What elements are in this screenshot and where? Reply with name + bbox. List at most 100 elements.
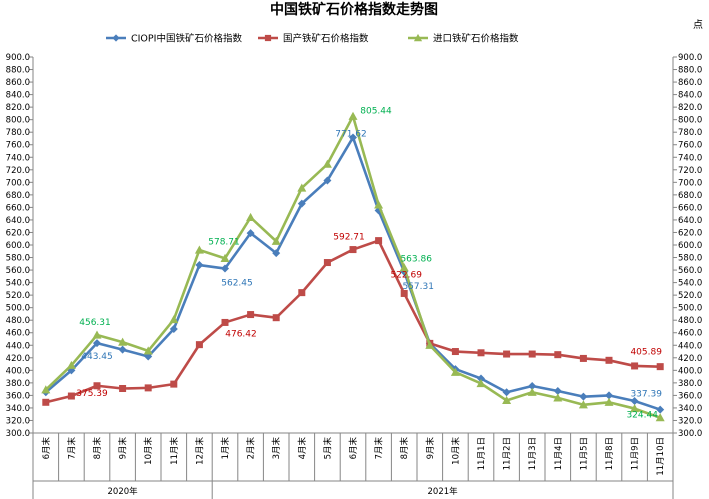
data-point (476, 378, 486, 388)
x-tick-label: 11月4日 (554, 437, 564, 470)
data-point (374, 200, 384, 209)
data-point (297, 183, 307, 192)
data-point (272, 249, 281, 258)
data-label: 522.69 (390, 270, 422, 280)
data-label: 324.44 (626, 411, 658, 421)
unit-label: 点 (693, 19, 703, 31)
data-point (477, 374, 485, 383)
y-tick-label-left: 480.0 (6, 316, 30, 326)
series-2 (42, 237, 664, 406)
data-point (271, 236, 281, 245)
x-tick-label: 12月末 (194, 437, 205, 465)
data-label: 771.62 (335, 129, 367, 139)
data-point (450, 367, 460, 376)
data-point (375, 237, 383, 245)
data-point (92, 330, 102, 339)
data-point (630, 404, 640, 413)
data-point (604, 397, 614, 406)
y-tick-label-right: 780.0 (678, 128, 702, 138)
y-tick-label-right: 820.0 (678, 103, 702, 113)
data-point (41, 385, 51, 394)
y-tick-label-right: 880.0 (678, 66, 702, 76)
x-tick-label: 7月末 (66, 437, 77, 460)
data-point (477, 349, 485, 357)
data-point (605, 356, 613, 364)
x-tick-label: 1月末 (220, 437, 231, 460)
data-point (66, 360, 76, 369)
x-tick-label: 4月末 (297, 437, 308, 460)
x-tick-label: 2月末 (246, 437, 257, 460)
y-tick-label-left: 340.0 (6, 404, 30, 414)
legend: CIOPI中国铁矿石价格指数 国产铁矿石价格指数 进口铁矿石价格指数 (106, 33, 519, 45)
data-point (119, 385, 127, 393)
data-point (323, 176, 332, 185)
data-label: 337.39 (630, 390, 662, 400)
data-point (67, 392, 75, 400)
x-tick-label: 11月1日 (477, 437, 487, 470)
legend-label: CIOPI中国铁矿石价格指数 (131, 33, 242, 45)
data-point (170, 380, 178, 388)
y-tick-label-left: 760.0 (6, 141, 30, 151)
data-point (220, 253, 230, 262)
data-point (297, 199, 306, 208)
data-point (630, 397, 639, 406)
y-tick-label-right: 560.0 (678, 266, 702, 276)
y-tick-label-left: 840.0 (6, 91, 30, 101)
y-tick-label-left: 560.0 (6, 266, 30, 276)
y-tick-label-right: 900.0 (678, 53, 702, 63)
y-tick-label-left: 720.0 (6, 166, 30, 176)
data-label: 456.31 (79, 318, 111, 328)
y-tick-label-right: 400.0 (678, 366, 702, 376)
series-line (45, 239, 661, 404)
y-tick-label-left: 380.0 (6, 379, 30, 389)
data-point (93, 339, 101, 348)
y-tick-label-left: 680.0 (6, 191, 30, 201)
y-tick-label-left: 400.0 (6, 366, 30, 376)
data-point (528, 382, 537, 390)
x-tick-label: 8月末 (92, 437, 103, 460)
data-point (194, 245, 204, 254)
y-tick-label-right: 540.0 (678, 279, 702, 289)
y-tick-label-left: 660.0 (6, 203, 30, 213)
x-tick-label: 5月末 (322, 437, 333, 460)
data-label: 563.86 (400, 255, 432, 265)
data-point (578, 400, 588, 409)
data-point (246, 229, 255, 238)
x-tick-label: 11月5日 (579, 437, 589, 470)
data-point (144, 384, 152, 392)
data-point (221, 264, 229, 273)
y-tick-label-left: 860.0 (6, 78, 30, 88)
y-tick-label-left: 520.0 (6, 291, 30, 301)
data-point (579, 354, 587, 362)
data-point (118, 345, 127, 354)
y-tick-label-left: 900.0 (6, 53, 30, 63)
y-tick-label-left: 800.0 (6, 116, 30, 126)
y-tick-label-left: 640.0 (6, 216, 30, 226)
y-tick-label-right: 800.0 (678, 116, 702, 126)
y-tick-label-left: 360.0 (6, 391, 30, 401)
y-tick-label-right: 680.0 (678, 191, 702, 201)
data-point (656, 405, 665, 414)
axes: 300.0 300.0 320.0 320.0 340.0 340.0 360.0 360.0… (6, 53, 702, 499)
year-label: 2021年 (428, 486, 459, 497)
data-point (579, 392, 588, 401)
y-tick-label-right: 340.0 (678, 404, 702, 414)
data-point (528, 350, 536, 358)
y-tick-label-right: 640.0 (678, 216, 702, 226)
data-point (221, 318, 229, 326)
x-tick-label: 9月末 (118, 437, 129, 460)
y-tick-label-right: 500.0 (678, 304, 702, 314)
y-tick-label-right: 760.0 (678, 141, 702, 151)
data-point (425, 340, 435, 349)
y-tick-label-right: 720.0 (678, 166, 702, 176)
data-label: 557.31 (402, 282, 434, 292)
y-tick-label-right: 360.0 (678, 391, 702, 401)
y-tick-label-left: 740.0 (6, 153, 30, 163)
y-tick-label-left: 580.0 (6, 254, 30, 264)
y-tick-label-right: 860.0 (678, 78, 702, 88)
data-point (348, 111, 358, 120)
data-point (272, 314, 280, 322)
y-tick-label-left: 500.0 (6, 304, 30, 314)
y-tick-label-right: 440.0 (678, 341, 702, 351)
data-label: 476.42 (225, 329, 257, 339)
